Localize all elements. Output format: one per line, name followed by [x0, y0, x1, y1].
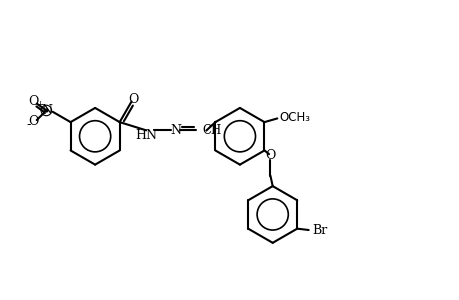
Text: O: O — [28, 116, 39, 128]
Text: Br: Br — [311, 224, 326, 237]
Text: OCH₃: OCH₃ — [279, 111, 309, 124]
Text: O: O — [265, 149, 275, 162]
Text: -: - — [27, 118, 31, 131]
Text: O: O — [128, 93, 138, 106]
Text: N: N — [169, 124, 180, 137]
Text: O: O — [28, 95, 39, 108]
Text: CH: CH — [202, 124, 221, 137]
Text: +: + — [36, 100, 43, 109]
Text: N: N — [41, 104, 52, 117]
Text: HN: HN — [135, 129, 157, 142]
